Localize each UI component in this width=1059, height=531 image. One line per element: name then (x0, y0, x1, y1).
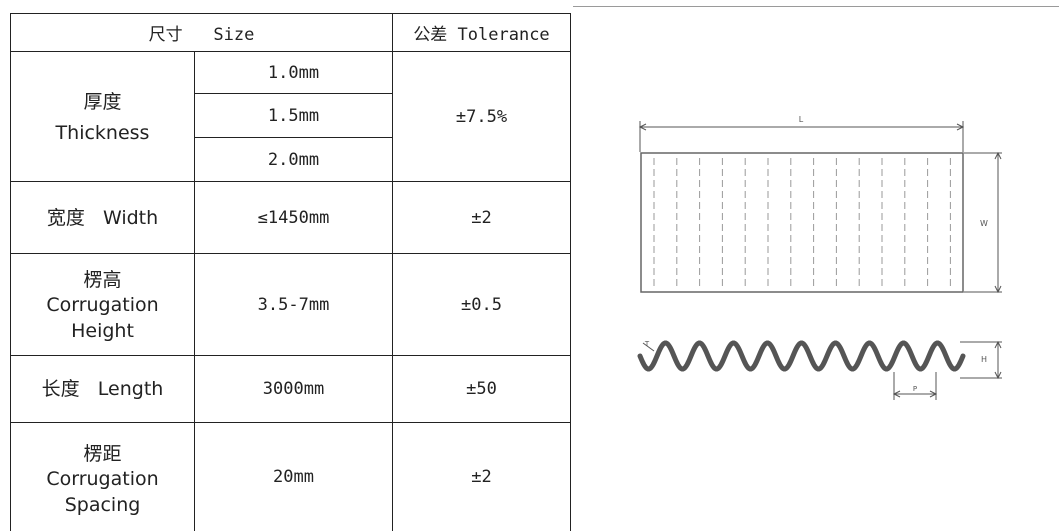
header-size: 尺寸 Size (10, 13, 393, 52)
thickness-value-3: 2.0mm (194, 137, 393, 182)
width-tolerance: ±2 (392, 181, 571, 254)
pitch-dim-label: P (913, 385, 917, 393)
length-tolerance: ±50 (392, 355, 571, 423)
corrugation-height-label-cn: 楞高 (83, 269, 122, 291)
corrugated-sheet-drawing: L W T H P (637, 115, 1002, 400)
corrugation-spacing-row: 楞距 Corrugation Spacing 20mm ±2 (10, 422, 571, 531)
header-tolerance: 公差 Tolerance (392, 13, 571, 52)
corrugation-spacing-value: 20mm (194, 422, 393, 531)
thickness-row-2: 1.5mm (11, 93, 571, 138)
thickness-value-1: 1.0mm (194, 51, 393, 94)
height-dim-label: H (981, 355, 987, 364)
pitch-dimension (892, 372, 938, 400)
thickness-value-2: 1.5mm (194, 93, 393, 138)
corrugation-height-label-en-2: Height (71, 320, 134, 342)
length-value: 3000mm (194, 355, 393, 423)
corrugation-spacing-tolerance: ±2 (392, 422, 571, 531)
corrugation-spacing-label: 楞距 Corrugation Spacing (10, 422, 195, 531)
length-row: 长度 Length 3000mm ±50 (10, 355, 571, 423)
thickness-row-1: 厚度 Thickness 1.0mm ±7.5% (10, 51, 571, 182)
corrugation-spacing-label-en-2: Spacing (64, 494, 141, 517)
header-row: 尺寸 Size 公差 Tolerance (10, 13, 571, 52)
spec-table: 尺寸 Size 公差 Tolerance 厚度 Thickness 1.0mm … (10, 13, 571, 531)
corrugation-profile (637, 340, 966, 372)
thickness-tolerance: ±7.5% (392, 51, 571, 182)
width-dim-label: W (980, 219, 988, 228)
corrugation-height-tolerance: ±0.5 (392, 253, 571, 356)
width-value: ≤1450mm (194, 181, 393, 254)
thickness-mark (642, 342, 655, 352)
corrugation-height-label-en-1: Corrugation (46, 294, 159, 316)
corrugation-spacing-label-cn: 楞距 (83, 443, 122, 466)
corrugation-height-row: 楞高 Corrugation Height 3.5-7mm ±0.5 (10, 253, 571, 356)
top-rule (573, 6, 1059, 7)
thickness-row-3: 2.0mm (11, 137, 571, 182)
height-dimension (960, 340, 1002, 380)
width-label: 宽度 Width (10, 181, 195, 254)
thickness-label: 厚度 Thickness (10, 51, 195, 182)
width-dimension (964, 151, 1002, 294)
sheet-top-view (640, 152, 964, 293)
length-dimension (638, 121, 965, 152)
thickness-label-en: Thickness (55, 122, 150, 144)
thickness-dim-label: T (644, 340, 650, 348)
corrugation-spacing-label-en-1: Corrugation (46, 468, 159, 491)
length-label: 长度 Length (10, 355, 195, 423)
corrugation-height-value: 3.5-7mm (194, 253, 393, 356)
corrugation-height-label: 楞高 Corrugation Height (10, 253, 195, 356)
corrugation-lines (653, 158, 951, 288)
thickness-label-cn: 厚度 (83, 91, 122, 113)
length-dim-label: L (799, 115, 804, 124)
width-row: 宽度 Width ≤1450mm ±2 (10, 181, 571, 254)
